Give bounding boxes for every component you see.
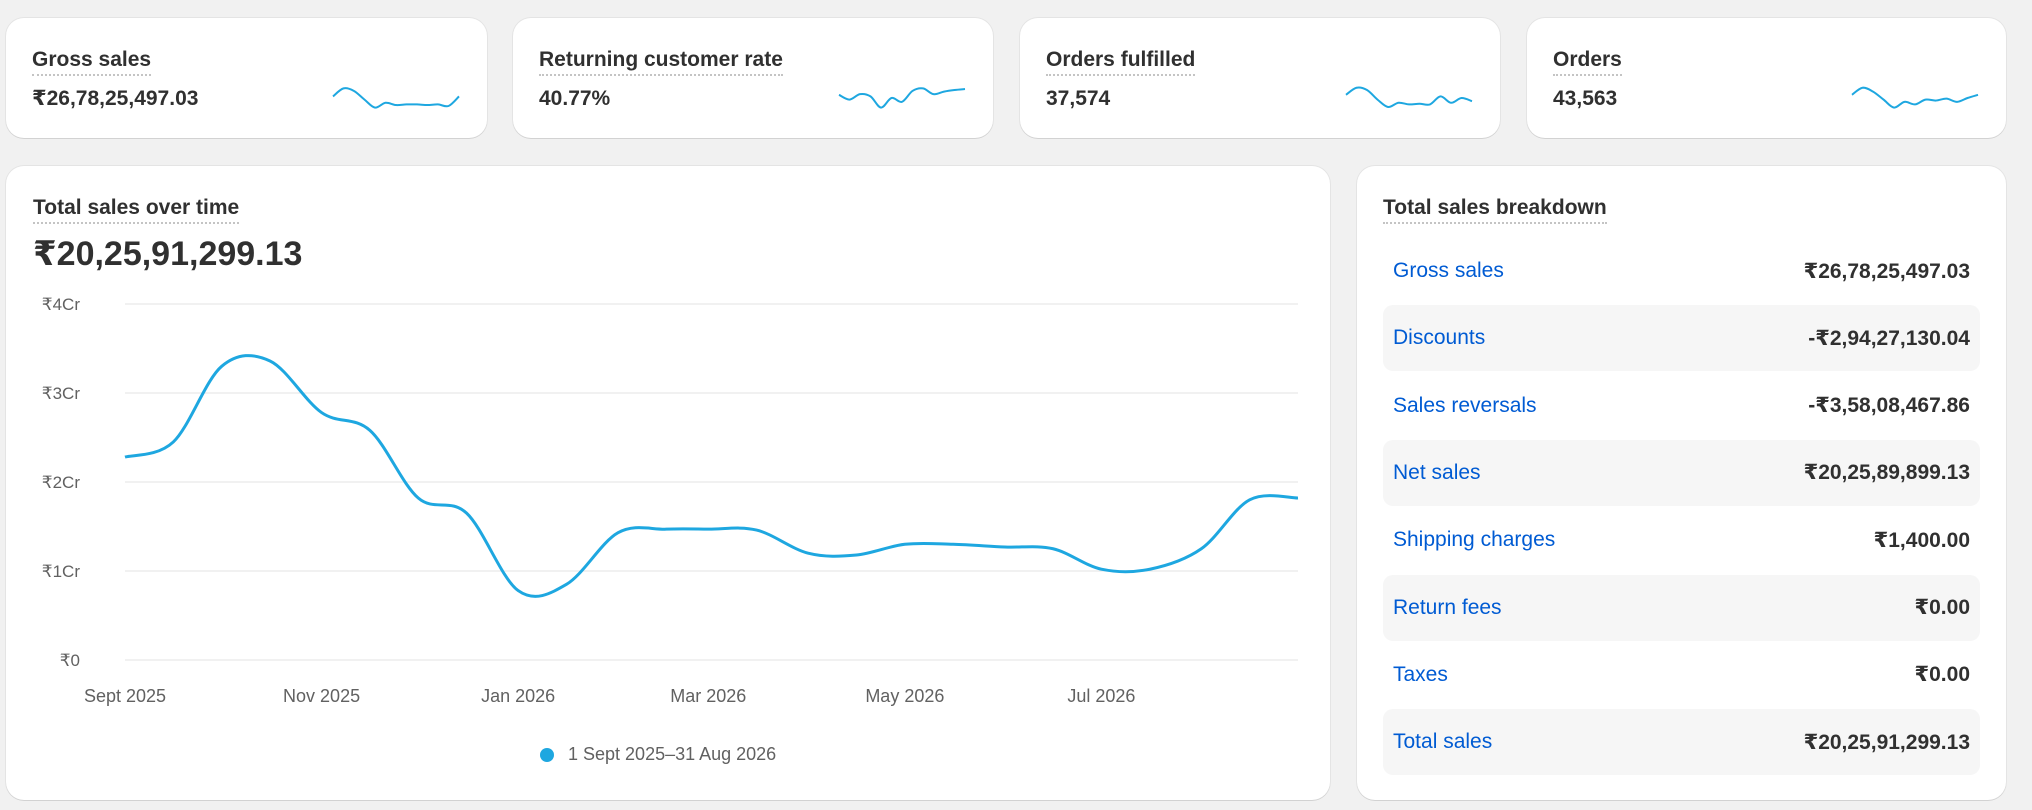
sparkline-path (838, 87, 966, 109)
metric-card-orders[interactable]: Orders 43,563 (1527, 18, 2006, 138)
sales-over-time-card (6, 166, 1330, 800)
y-tick-label: ₹1Cr (42, 562, 81, 581)
breakdown-row: Taxes ₹0.00 (1383, 642, 1980, 708)
breakdown-row-value: ₹0.00 (1914, 663, 1970, 687)
breakdown-row-value: -₹3,58,08,467.86 (1808, 394, 1970, 418)
sparkline-path (1345, 86, 1473, 108)
breakdown-row-label[interactable]: Sales reversals (1393, 393, 1537, 417)
breakdown-row-label[interactable]: Net sales (1393, 460, 1481, 484)
x-tick-label: Sept 2025 (84, 686, 166, 706)
metric-value: 37,574 (1046, 87, 1111, 110)
sparkline (1851, 86, 1979, 109)
metric-title[interactable]: Returning customer rate (539, 48, 783, 76)
sparkline (838, 87, 966, 109)
metric-value: ₹26,78,25,497.03 (32, 87, 199, 110)
sparkline-path (332, 87, 460, 109)
breakdown-row-label[interactable]: Discounts (1393, 326, 1486, 350)
series-line[interactable] (124, 354, 1299, 598)
chart-legend: 1 Sept 2025–31 Aug 2026 (540, 744, 776, 765)
sparkline (332, 87, 460, 109)
y-tick-label: ₹3Cr (42, 384, 81, 403)
metric-title[interactable]: Gross sales (32, 48, 152, 76)
breakdown-row: Shipping charges ₹1,400.00 (1383, 507, 1980, 573)
breakdown-row: Sales reversals -₹3,58,08,467.86 (1383, 373, 1980, 439)
breakdown-row-label[interactable]: Total sales (1393, 730, 1493, 754)
metric-title[interactable]: Orders fulfilled (1046, 48, 1196, 76)
metric-value: 40.77% (539, 87, 611, 110)
sparkline-path (1851, 86, 1979, 109)
breakdown-row: Discounts -₹2,94,27,130.04 (1383, 305, 1980, 372)
y-tick-label: ₹0 (60, 651, 80, 670)
metric-card-gross-sales[interactable]: Gross sales ₹26,78,25,497.03 (6, 18, 487, 138)
breakdown-row-value: -₹2,94,27,130.04 (1808, 326, 1970, 350)
breakdown-row-label[interactable]: Shipping charges (1393, 528, 1556, 552)
x-tick-label: Nov 2025 (283, 686, 360, 706)
legend-label: 1 Sept 2025–31 Aug 2026 (568, 744, 777, 764)
x-tick-label: May 2026 (865, 686, 944, 706)
breakdown-row: Total sales ₹20,25,91,299.13 (1383, 709, 1980, 776)
breakdown-row-value: ₹26,78,25,497.03 (1803, 259, 1970, 283)
breakdown-row-label[interactable]: Taxes (1393, 662, 1448, 686)
x-tick-label: Jan 2026 (481, 686, 555, 706)
breakdown-title[interactable]: Total sales breakdown (1383, 196, 1607, 224)
x-tick-label: Jul 2026 (1067, 686, 1135, 706)
breakdown-row-label[interactable]: Return fees (1393, 595, 1502, 619)
sales-over-time-title[interactable]: Total sales over time (33, 196, 240, 224)
y-tick-label: ₹2Cr (42, 473, 81, 492)
breakdown-row: Gross sales ₹26,78,25,497.03 (1383, 238, 1980, 304)
breakdown-row: Return fees ₹0.00 (1383, 574, 1980, 641)
breakdown-row-value: ₹0.00 (1914, 596, 1970, 619)
legend-dot (540, 747, 554, 762)
metric-card-orders-fulfilled[interactable]: Orders fulfilled 37,574 (1020, 18, 1500, 138)
breakdown-row: Net sales ₹20,25,89,899.13 (1383, 439, 1980, 506)
breakdown-row-value: ₹1,400.00 (1873, 528, 1970, 552)
sales-line-chart: ₹0 ₹1Cr ₹2Cr ₹3Cr ₹4Cr Sept 2025 Nov 2025 Jan 2… (42, 295, 1299, 706)
x-tick-label: Mar 2026 (670, 686, 746, 706)
sales-over-time-total: ₹20,25,91,299.13 (33, 235, 303, 273)
sparkline (1345, 86, 1473, 108)
metric-title[interactable]: Orders (1553, 48, 1622, 76)
metric-value: 43,563 (1553, 87, 1618, 110)
y-tick-label: ₹4Cr (42, 295, 81, 314)
breakdown-row-label[interactable]: Gross sales (1393, 259, 1504, 282)
breakdown-row-value: ₹20,25,91,299.13 (1803, 730, 1970, 754)
breakdown-row-value: ₹20,25,89,899.13 (1803, 461, 1970, 485)
metric-card-returning-customer-rate[interactable]: Returning customer rate 40.77% (513, 18, 993, 138)
